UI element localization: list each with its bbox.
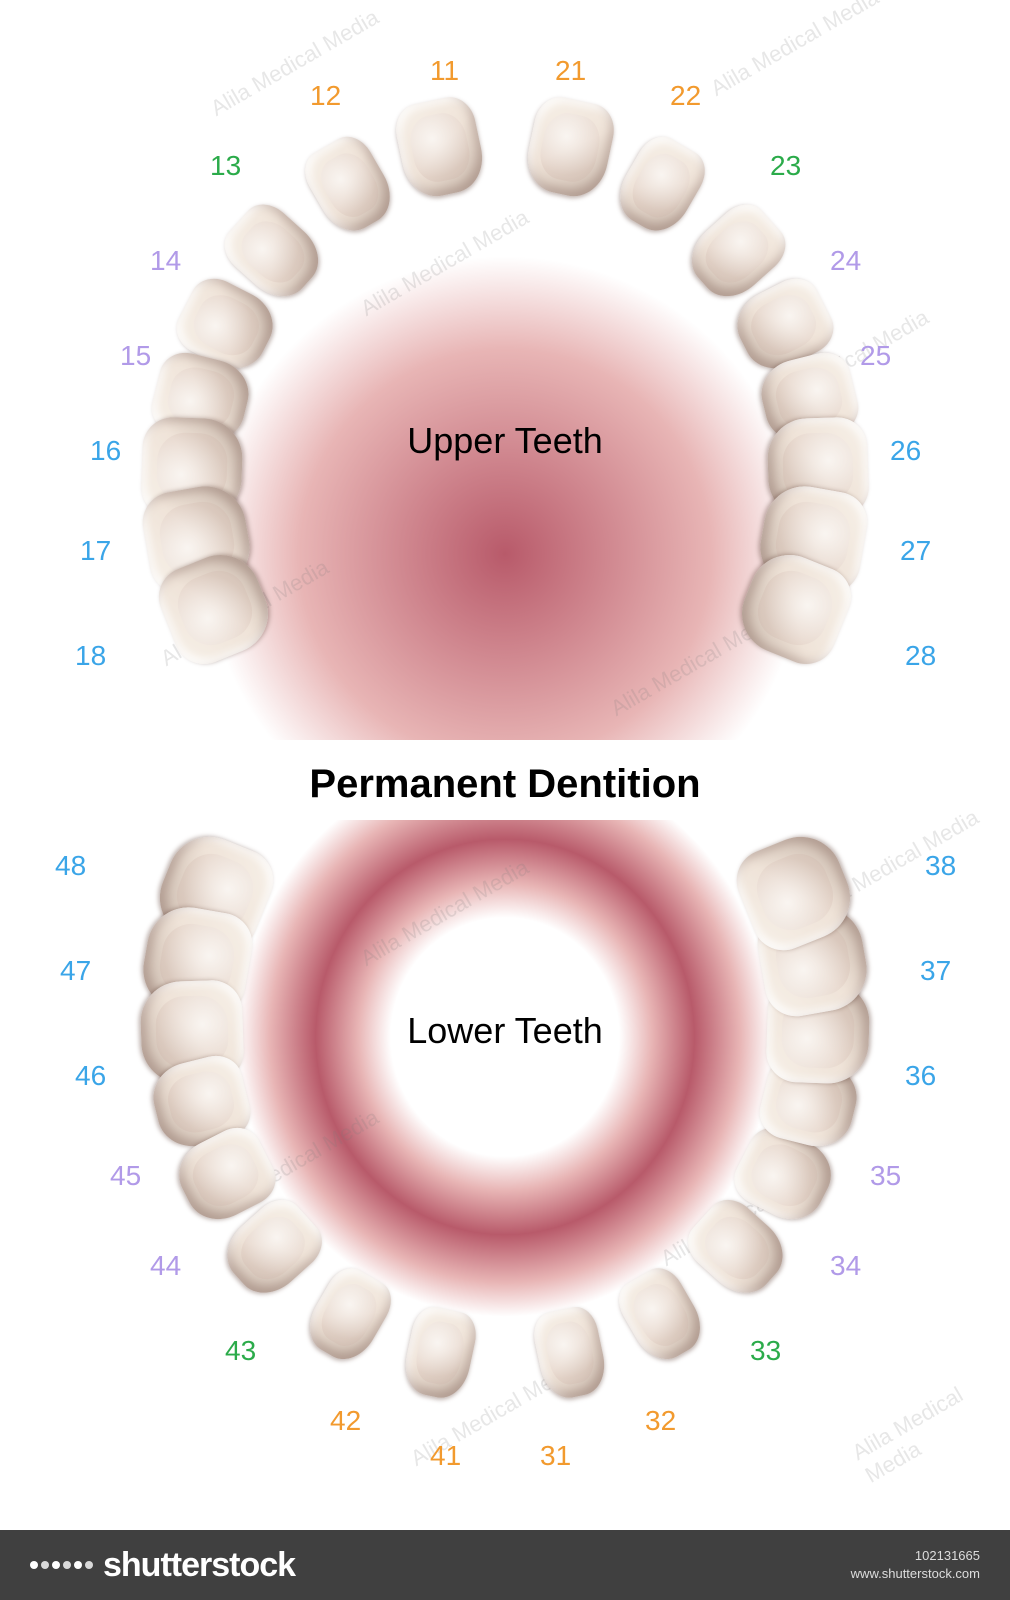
tooth-label-24: 24 bbox=[830, 245, 861, 277]
tooth-label-17: 17 bbox=[80, 535, 111, 567]
tooth-label-13: 13 bbox=[210, 150, 241, 182]
tooth-label-16: 16 bbox=[90, 435, 121, 467]
tooth-label-23: 23 bbox=[770, 150, 801, 182]
tooth-label-18: 18 bbox=[75, 640, 106, 672]
tooth-label-41: 41 bbox=[430, 1440, 461, 1472]
watermark: Alila Medical Media bbox=[206, 4, 383, 121]
tooth-label-36: 36 bbox=[905, 1060, 936, 1092]
footer-brand: shutterstock bbox=[103, 1546, 295, 1585]
diagram-title: Permanent Dentition bbox=[309, 762, 700, 807]
tooth-label-46: 46 bbox=[75, 1060, 106, 1092]
tooth-label-22: 22 bbox=[670, 80, 701, 112]
tooth-label-25: 25 bbox=[860, 340, 891, 372]
watermark: Alila Medical Media bbox=[706, 0, 883, 102]
lower-teeth-label: Lower Teeth bbox=[407, 1010, 602, 1052]
tooth-label-11: 11 bbox=[430, 55, 459, 87]
dental-chart-canvas: Alila Medical Media Alila Medical Media Al… bbox=[0, 0, 1010, 1600]
watermark: Alila Medical Media bbox=[848, 1363, 1010, 1488]
tooth-label-12: 12 bbox=[310, 80, 341, 112]
stock-footer: shutterstock 102131665 www.shutterstock.… bbox=[0, 1530, 1010, 1600]
tooth-label-47: 47 bbox=[60, 955, 91, 987]
tooth-label-43: 43 bbox=[225, 1335, 256, 1367]
footer-logo: shutterstock bbox=[30, 1546, 295, 1585]
footer-meta: 102131665 www.shutterstock.com bbox=[851, 1547, 980, 1583]
tooth-label-15: 15 bbox=[120, 340, 151, 372]
tooth-label-21: 21 bbox=[555, 55, 586, 87]
tooth-label-26: 26 bbox=[890, 435, 921, 467]
tooth-label-48: 48 bbox=[55, 850, 86, 882]
lower-gum bbox=[165, 820, 845, 1440]
tooth-label-44: 44 bbox=[150, 1250, 181, 1282]
tooth-label-32: 32 bbox=[645, 1405, 676, 1437]
tooth-label-38: 38 bbox=[925, 850, 956, 882]
tooth-label-34: 34 bbox=[830, 1250, 861, 1282]
tooth-label-33: 33 bbox=[750, 1335, 781, 1367]
tooth-label-35: 35 bbox=[870, 1160, 901, 1192]
tooth-label-37: 37 bbox=[920, 955, 951, 987]
tooth-label-31: 31 bbox=[540, 1440, 571, 1472]
upper-teeth-label: Upper Teeth bbox=[407, 420, 602, 462]
tooth-label-42: 42 bbox=[330, 1405, 361, 1437]
footer-url: www.shutterstock.com bbox=[851, 1565, 980, 1583]
tooth-label-28: 28 bbox=[905, 640, 936, 672]
tooth-label-45: 45 bbox=[110, 1160, 141, 1192]
tooth-label-27: 27 bbox=[900, 535, 931, 567]
footer-id: 102131665 bbox=[851, 1547, 980, 1565]
tooth-label-14: 14 bbox=[150, 245, 181, 277]
